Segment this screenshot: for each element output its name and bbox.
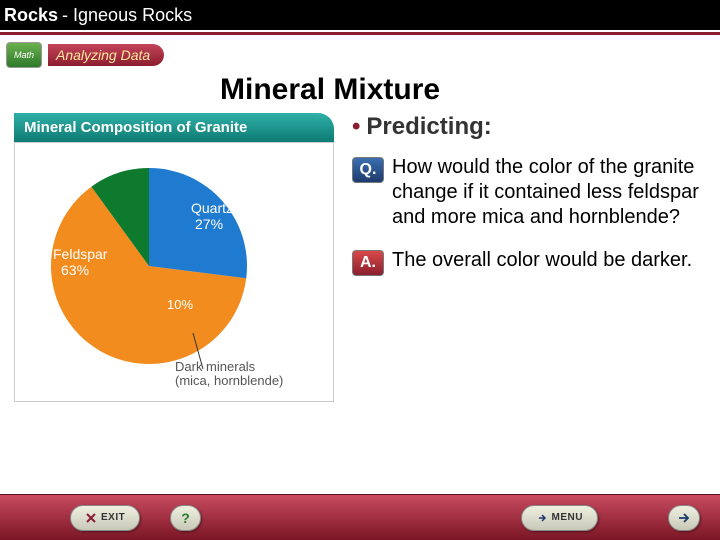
divider (0, 32, 720, 35)
slice-pct: 63% (61, 262, 89, 278)
math-badge: Math (6, 42, 42, 68)
answer-row: A. The overall color would be darker. (352, 248, 706, 276)
bullet-icon: • (352, 113, 360, 140)
chart-title: Mineral Composition of Granite (14, 113, 334, 142)
pie-svg: Feldspar63% Quartz27% 10% Dark minerals(mic… (19, 151, 329, 401)
menu-label: MENU (552, 512, 583, 523)
slice-label: Quartz (191, 200, 233, 216)
slice-pct: 10% (167, 297, 193, 312)
text-column: •Predicting: Q. How would the color of t… (334, 113, 706, 402)
question-row: Q. How would the color of the granite ch… (352, 155, 706, 230)
analyzing-badge: Analyzing Data (48, 44, 164, 66)
exit-button[interactable]: EXIT (70, 505, 140, 531)
predicting-label: Predicting: (366, 113, 491, 140)
footer-bar: EXIT ? MENU (0, 494, 720, 540)
header-main: Rocks (4, 5, 58, 26)
next-button[interactable] (668, 505, 700, 531)
header-bar: Rocks - Igneous Rocks (0, 0, 720, 30)
math-badge-label: Math (14, 50, 34, 60)
help-icon: ? (181, 510, 190, 526)
predicting-heading: •Predicting: (352, 113, 706, 141)
q-icon: Q. (352, 157, 384, 183)
content-row: Mineral Composition of Granite Feldspar6… (0, 107, 720, 402)
chart-column: Mineral Composition of Granite Feldspar6… (14, 113, 334, 402)
answer-text: The overall color would be darker. (392, 248, 692, 276)
analyzing-label: Analyzing Data (56, 47, 150, 63)
slice-pct: 27% (195, 216, 223, 232)
a-icon: A. (352, 250, 384, 276)
chart-area: Feldspar63% Quartz27% 10% Dark minerals(mic… (14, 142, 334, 402)
next-arrow-icon (677, 512, 691, 524)
menu-arrow-icon (536, 512, 548, 524)
question-text: How would the color of the granite chang… (392, 155, 706, 230)
badge-row: Math Analyzing Data (6, 39, 720, 71)
slice-label: Feldspar (53, 246, 108, 262)
exit-label: EXIT (101, 512, 125, 523)
exit-icon (85, 512, 97, 524)
callout-text: (mica, hornblende) (175, 373, 283, 388)
page-title: Mineral Mixture (220, 73, 720, 107)
pie-chart: Feldspar63% Quartz27% 10% Dark minerals(mic… (19, 151, 329, 401)
help-button[interactable]: ? (170, 505, 201, 531)
menu-button[interactable]: MENU (521, 505, 598, 531)
callout-text: Dark minerals (175, 359, 256, 374)
header-sub: - Igneous Rocks (62, 5, 192, 26)
